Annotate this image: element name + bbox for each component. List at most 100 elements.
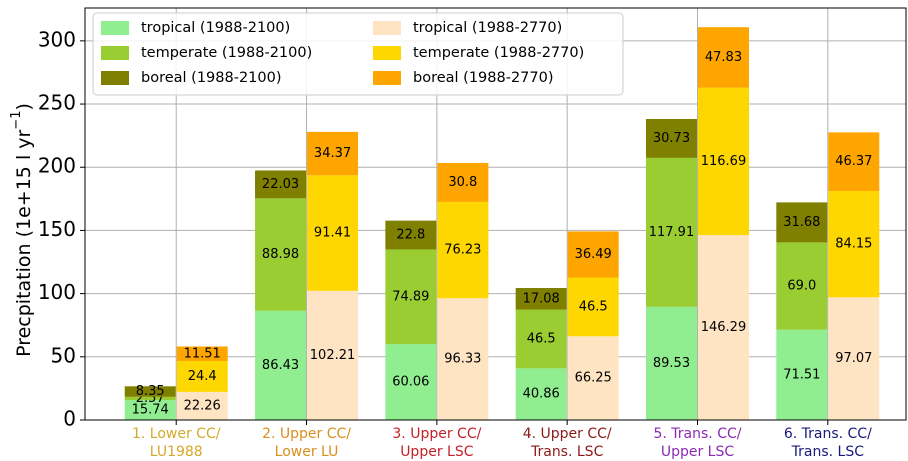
bar-segment <box>307 290 359 420</box>
value-label: 66.25 <box>575 371 612 386</box>
x-tick-label-line: 5. Trans. CC/ <box>653 426 741 442</box>
bar-segment <box>124 400 176 420</box>
x-tick-label-line: Trans. LSC <box>791 444 865 460</box>
y-tick-label: 100 <box>38 280 76 304</box>
bar-segment <box>176 361 228 392</box>
x-tick-label: 5. Trans. CC/Upper LSC <box>653 426 741 460</box>
y-tick-label: 250 <box>38 91 76 115</box>
bar-segment <box>385 249 437 345</box>
bar-segment <box>515 368 567 420</box>
value-label: 91.41 <box>314 226 351 241</box>
x-tick-label-line: 3. Upper CC/ <box>392 426 481 442</box>
y-axis-label: Precpitation (1e+15 l yr−1) <box>9 103 35 357</box>
legend-swatch <box>101 46 129 60</box>
bar-segment <box>515 288 567 310</box>
bar-segment <box>567 336 619 420</box>
x-tick-label-line: Upper LSC <box>400 444 474 460</box>
x-tick-label-line: Trans. LSC <box>530 444 604 460</box>
bar-segment <box>776 329 828 420</box>
bar-segment <box>697 235 749 420</box>
x-tick-label-line: 2. Upper CC/ <box>262 426 351 442</box>
value-label: 22.03 <box>262 177 299 192</box>
value-label: 47.83 <box>705 50 742 65</box>
bar-segment <box>645 118 697 158</box>
value-label: 102.21 <box>310 348 356 363</box>
bar-segment <box>176 346 228 362</box>
bar-segment <box>176 391 228 420</box>
legend-swatch <box>373 46 401 60</box>
value-label: 117.91 <box>649 225 695 240</box>
bar-segment <box>567 277 619 337</box>
value-label: 84.15 <box>835 237 872 252</box>
y-tick-label: 300 <box>38 27 76 51</box>
bar-segment <box>828 297 880 420</box>
value-label: 31.68 <box>783 215 820 230</box>
bar-segment <box>307 175 359 291</box>
value-label: 8.35 <box>136 384 165 399</box>
legend-label: boreal (1988-2770) <box>413 70 554 86</box>
x-tick-label: 2. Upper CC/Lower LU <box>262 426 351 460</box>
x-tick-label-line: 4. Upper CC/ <box>523 426 612 442</box>
x-tick-label-line: 6. Trans. CC/ <box>784 426 872 442</box>
bar-segment <box>255 170 307 199</box>
value-label: 46.37 <box>835 154 872 169</box>
bar-segment <box>255 310 307 420</box>
legend-label: tropical (1988-2770) <box>413 20 562 36</box>
value-label: 24.4 <box>188 369 217 384</box>
value-label: 71.51 <box>783 367 820 382</box>
bar-segment <box>515 309 567 369</box>
y-tick-label: 200 <box>38 154 76 178</box>
bar-segment <box>697 87 749 236</box>
value-label: 116.69 <box>701 154 747 169</box>
y-tick-label: 50 <box>51 343 76 367</box>
legend-swatch <box>373 71 401 85</box>
value-label: 15.74 <box>132 403 169 418</box>
bar-segment <box>437 162 489 202</box>
x-tick-label-line: Upper LSC <box>661 444 735 460</box>
bar-segment <box>124 386 176 397</box>
value-label: 69.0 <box>787 279 816 294</box>
bar-segment <box>437 201 489 299</box>
legend-label: tropical (1988-2100) <box>141 20 290 36</box>
bar-segment <box>124 396 176 401</box>
value-label: 74.89 <box>392 289 429 304</box>
legend-label: boreal (1988-2100) <box>141 70 282 86</box>
value-label: 89.53 <box>653 356 690 371</box>
value-label: 86.43 <box>262 358 299 373</box>
value-label: 46.5 <box>579 299 608 314</box>
value-label: 40.86 <box>523 387 560 402</box>
x-tick-label-line: LU1988 <box>150 444 203 460</box>
bar-segment <box>776 202 828 243</box>
y-tick-label: 150 <box>38 217 76 241</box>
value-label: 34.37 <box>314 146 351 161</box>
x-tick-label-line: Lower LU <box>275 444 339 460</box>
legend-swatch <box>101 71 129 85</box>
bar-segment <box>697 27 749 88</box>
bar-segment <box>255 198 307 311</box>
legend-box <box>92 12 624 96</box>
bar-segment <box>645 306 697 420</box>
value-label: 146.29 <box>701 320 747 335</box>
value-label: 46.5 <box>527 331 556 346</box>
bar-segment <box>385 220 437 250</box>
bar-segment <box>828 190 880 298</box>
plot-frame <box>84 7 907 421</box>
value-label: 22.8 <box>396 228 425 243</box>
bar-segment <box>645 157 697 307</box>
bar-segment <box>776 242 828 330</box>
bar-segment <box>437 298 489 420</box>
value-label: 30.73 <box>653 131 690 146</box>
y-tick-label: 0 <box>63 407 76 431</box>
value-label: 17.08 <box>523 291 560 306</box>
bar-segment <box>385 344 437 420</box>
legend-label: temperate (1988-2100) <box>141 45 312 61</box>
value-label: 36.49 <box>575 247 612 262</box>
bar-segment <box>567 231 619 278</box>
value-label: 60.06 <box>392 375 429 390</box>
x-tick-label: 4. Upper CC/Trans. LSC <box>523 426 612 460</box>
value-label: 88.98 <box>262 247 299 262</box>
legend-label: temperate (1988-2770) <box>413 45 584 61</box>
bar-segment <box>307 131 359 176</box>
value-label: 11.51 <box>184 346 221 361</box>
